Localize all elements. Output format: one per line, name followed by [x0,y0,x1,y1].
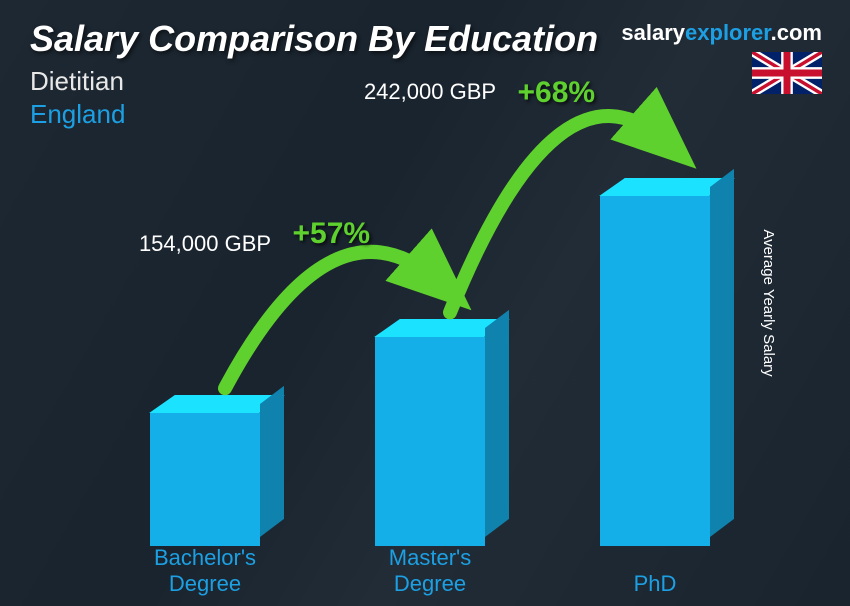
bar [375,337,485,546]
category-label: Bachelor's Degree [154,545,256,596]
value-label: 242,000 GBP [364,79,496,105]
category-label: PhD [634,571,677,596]
bar [150,413,260,546]
value-label: 154,000 GBP [139,231,271,257]
uk-flag-icon [752,52,822,94]
subtitle-profession: Dietitian [30,66,598,97]
category-label: Master's Degree [389,545,471,596]
brand-logo: salaryexplorer.com [621,20,822,46]
page-title: Salary Comparison By Education [30,18,598,60]
bar [600,196,710,546]
increment-label: +68% [518,76,596,110]
bar-group: 406,000 GBP [580,196,730,546]
bar-group: 154,000 GBP [130,413,280,546]
bar-group: 242,000 GBP [355,337,505,546]
increment-label: +57% [293,217,371,251]
subtitle-location: England [30,99,598,130]
bar-chart: 154,000 GBP 242,000 GBP 406,000 GBP [80,146,780,546]
